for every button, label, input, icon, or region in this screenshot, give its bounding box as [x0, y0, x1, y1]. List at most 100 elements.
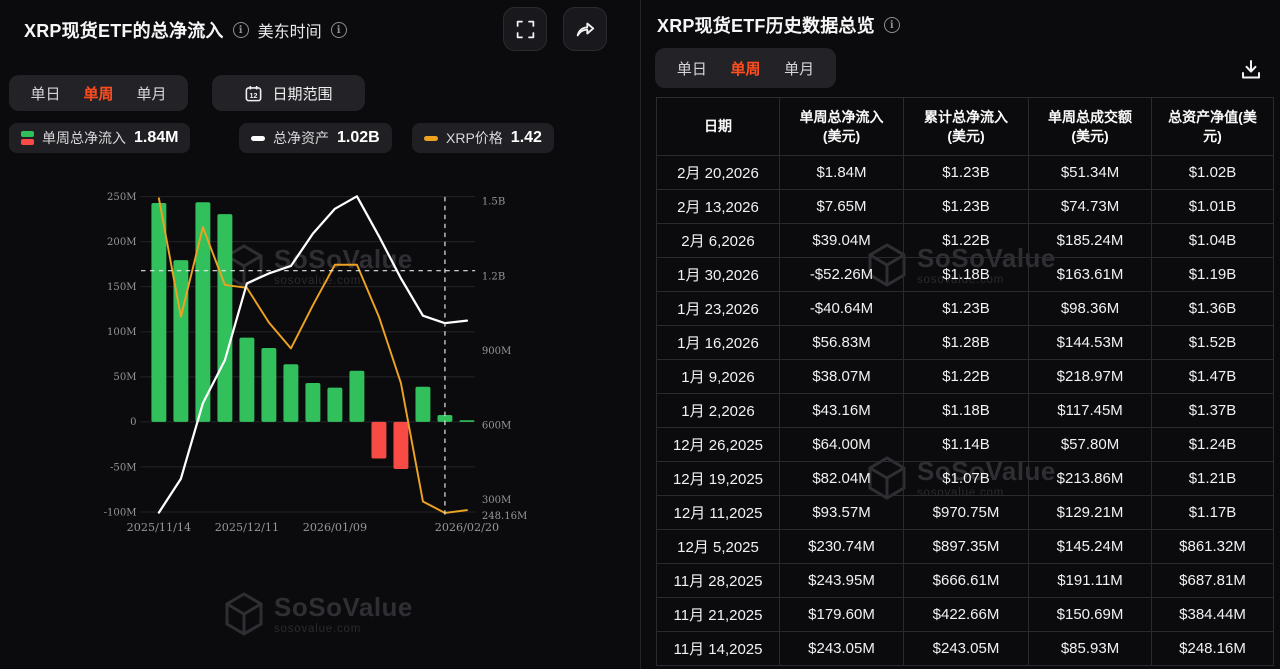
volume-cell: $150.69M [1028, 597, 1152, 632]
inflow-bar[interactable] [371, 421, 387, 459]
date-cell: 1月 9,2026 [656, 359, 780, 394]
x-axis-tick: 2025/12/11 [215, 521, 279, 534]
date-cell: 1月 2,2026 [656, 393, 780, 428]
table-row: 1月 2,2026 $43.16M $1.18B $117.45M $1.37B [656, 393, 1274, 428]
info-icon[interactable]: i [232, 22, 249, 38]
inflow-bar[interactable] [151, 202, 167, 422]
tab-monthly[interactable]: 单月 [784, 60, 815, 78]
inflow-bars-icon [21, 131, 34, 145]
left-axis-tick: 150M [107, 282, 136, 293]
volume-cell: $163.61M [1028, 257, 1152, 292]
nav-cell: $384.44M [1151, 597, 1274, 632]
inflow-bar[interactable] [239, 337, 255, 422]
right-axis-tick: 300M [482, 495, 511, 506]
nav-cell: $861.32M [1151, 529, 1274, 564]
left-axis-tick: 100M [107, 327, 136, 338]
timezone-label: 美东时间 [257, 24, 322, 41]
info-icon[interactable]: i [330, 22, 347, 38]
inflow-bar[interactable] [217, 214, 233, 422]
svg-text:12: 12 [250, 91, 258, 99]
column-header: 累计总净流入 (美元) [903, 97, 1029, 156]
date-cell: 12月 11,2025 [656, 495, 780, 530]
right-axis-tick: 600M [482, 420, 511, 431]
nav-cell: $1.17B [1151, 495, 1274, 530]
table-header-row: 日期 单周总净流入 (美元) 累计总净流入 (美元) 单周总成交额 (美元) 总资产净值… [656, 97, 1274, 156]
date-cell: 2月 13,2026 [656, 189, 780, 224]
volume-cell: $85.93M [1028, 631, 1152, 666]
nav-cell: $1.52B [1151, 325, 1274, 360]
inflow-bar[interactable] [459, 420, 475, 422]
nav-cell: $248.16M [1151, 631, 1274, 666]
share-button[interactable] [563, 7, 607, 51]
left-header: XRP现货ETF的总净流入 i 美东时间 i [24, 17, 347, 43]
inflow-bar[interactable] [283, 364, 299, 422]
nav-cell: $1.04B [1151, 223, 1274, 258]
table-row: 1月 23,2026 -$40.64M $1.23B $98.36M $1.36B [656, 291, 1274, 326]
etf-flow-chart[interactable]: 250M 200M 150M 100M 50M 0 -50M -100M 1.5B 1.2B 900… [0, 170, 640, 669]
date-cell: 11月 28,2025 [656, 563, 780, 598]
inflow-bar[interactable] [393, 421, 409, 469]
cumulative-inflow-cell: $1.22B [903, 223, 1029, 258]
column-header: 单周总净流入 (美元) [779, 97, 904, 156]
tab-weekly[interactable]: 单周 [83, 85, 114, 103]
calendar-icon: 12 [246, 85, 262, 101]
table-row: 12月 26,2025 $64.00M $1.14B $57.80M $1.24B [656, 427, 1274, 462]
inflow-bar[interactable] [305, 383, 321, 422]
tab-weekly[interactable]: 单周 [730, 60, 761, 78]
date-cell: 1月 23,2026 [656, 291, 780, 326]
date-range-button[interactable]: 12 日期范围 [212, 75, 365, 111]
tab-daily[interactable]: 单日 [676, 60, 707, 78]
legend-value: 1.02B [337, 129, 380, 146]
inflow-bar[interactable] [195, 202, 211, 422]
left-axis-tick: 0 [130, 417, 136, 428]
inflow-bar[interactable] [415, 386, 431, 422]
volume-cell: $129.21M [1028, 495, 1152, 530]
x-axis-tick: 2026/01/09 [303, 521, 367, 534]
table-row: 12月 19,2025 $82.04M $1.07B $213.86M $1.21B [656, 461, 1274, 496]
tab-daily[interactable]: 单日 [30, 85, 61, 103]
nav-cell: $1.19B [1151, 257, 1274, 292]
volume-cell: $218.97M [1028, 359, 1152, 394]
inflow-bar[interactable] [261, 348, 277, 422]
inflow-bar[interactable] [437, 414, 453, 422]
tab-monthly[interactable]: 单月 [136, 85, 167, 103]
xrp-price-line [157, 197, 468, 514]
table-row: 2月 13,2026 $7.65M $1.23B $74.73M $1.01B [656, 189, 1274, 224]
history-title: XRP现货ETF历史数据总览 [657, 16, 875, 36]
right-axis-tick: 1.5B [482, 197, 505, 208]
inflow-bar[interactable] [327, 387, 343, 422]
cumulative-inflow-cell: $1.23B [903, 291, 1029, 326]
weekly-inflow-cell: $64.00M [779, 427, 904, 462]
date-cell: 11月 21,2025 [656, 597, 780, 632]
legend-xrp-price[interactable]: XRP价格 1.42 [412, 123, 554, 153]
volume-cell: $98.36M [1028, 291, 1152, 326]
table-row: 1月 9,2026 $38.07M $1.22B $218.97M $1.47B [656, 359, 1274, 394]
download-button[interactable] [1235, 54, 1267, 86]
column-header: 总资产净值(美 元) [1151, 97, 1274, 156]
volume-cell: $185.24M [1028, 223, 1152, 258]
weekly-inflow-cell: $1.84M [779, 155, 904, 190]
x-axis-tick: 2026/02/20 [435, 521, 499, 534]
legend-total-assets[interactable]: 总净资产 1.02B [239, 123, 392, 153]
volume-cell: $51.34M [1028, 155, 1152, 190]
weekly-inflow-cell: $243.95M [779, 563, 904, 598]
fullscreen-button[interactable] [503, 7, 547, 51]
weekly-inflow-cell: $7.65M [779, 189, 904, 224]
volume-cell: $74.73M [1028, 189, 1152, 224]
cumulative-inflow-cell: $1.28B [903, 325, 1029, 360]
weekly-inflow-cell: $243.05M [779, 631, 904, 666]
history-period-tabs: 单日 单周 单月 [655, 48, 836, 88]
table-row: 2月 20,2026 $1.84M $1.23B $51.34M $1.02B [656, 155, 1274, 190]
nav-cell: $687.81M [1151, 563, 1274, 598]
column-header: 日期 [656, 97, 780, 156]
legend-weekly-inflow[interactable]: 单周总净流入 1.84M [9, 123, 191, 153]
info-icon[interactable]: i [883, 17, 900, 33]
share-icon [576, 22, 595, 37]
cumulative-inflow-cell: $422.66M [903, 597, 1029, 632]
date-cell: 11月 14,2025 [656, 631, 780, 666]
left-axis-tick: -100M [104, 507, 137, 518]
date-range-label: 日期范围 [272, 85, 333, 103]
inflow-bar[interactable] [349, 370, 365, 422]
fullscreen-icon [516, 20, 534, 38]
weekly-inflow-cell: $82.04M [779, 461, 904, 496]
